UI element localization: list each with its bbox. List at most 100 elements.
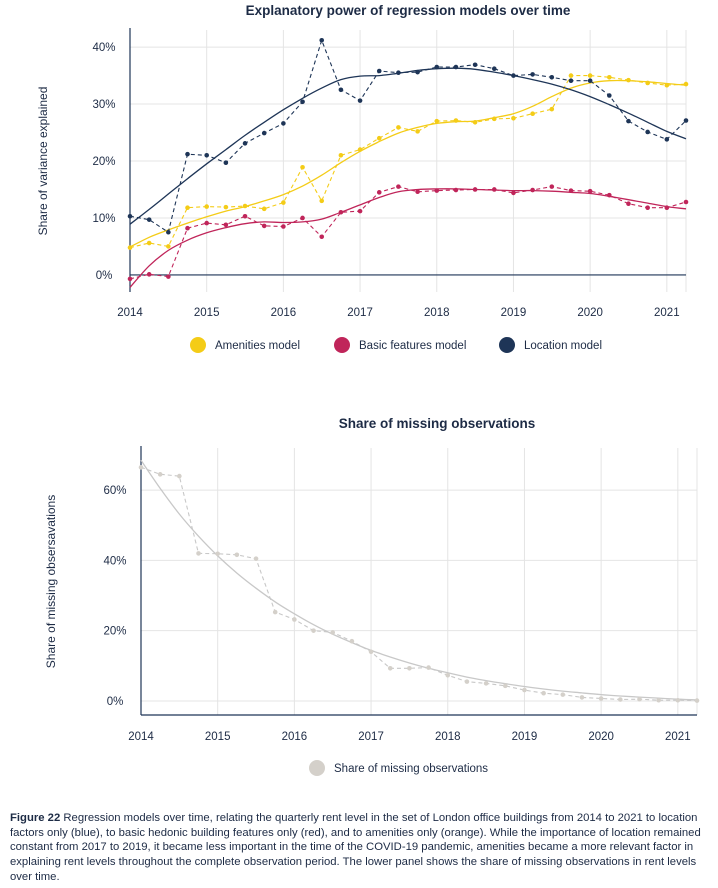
x-tick-label: 2016 bbox=[271, 307, 297, 319]
data-point bbox=[445, 673, 451, 678]
legend-label: Basic features model bbox=[359, 340, 466, 352]
data-point bbox=[157, 472, 163, 477]
data-point bbox=[166, 229, 171, 235]
data-point bbox=[166, 244, 171, 249]
legend-label: Share of missing observations bbox=[334, 763, 488, 775]
x-tick-label: 2020 bbox=[577, 307, 603, 319]
data-point bbox=[664, 137, 670, 142]
caption-text: Regression models over time, relating th… bbox=[10, 812, 701, 883]
data-point bbox=[177, 473, 182, 479]
data-point bbox=[549, 106, 555, 112]
data-point bbox=[338, 153, 344, 158]
y-gridlines bbox=[141, 489, 697, 702]
data-point bbox=[281, 224, 286, 229]
data-point bbox=[541, 690, 546, 696]
data-point bbox=[568, 73, 574, 78]
data-point bbox=[587, 73, 593, 78]
data-point bbox=[415, 189, 420, 195]
data-point bbox=[607, 192, 612, 198]
x-tick-label: 2015 bbox=[194, 307, 220, 319]
data-point bbox=[368, 649, 374, 655]
data-point bbox=[415, 69, 420, 75]
data-point bbox=[242, 141, 248, 146]
legend-label: Location model bbox=[524, 340, 602, 352]
data-point bbox=[491, 116, 497, 122]
data-line-dashed bbox=[129, 38, 687, 234]
data-point bbox=[675, 697, 681, 703]
data-point bbox=[146, 217, 152, 222]
x-tick-label: 2016 bbox=[282, 731, 308, 743]
data-point bbox=[549, 74, 555, 80]
data-point bbox=[530, 72, 535, 77]
data-point bbox=[127, 245, 133, 250]
x-tick-label: 2021 bbox=[654, 307, 680, 319]
data-point bbox=[434, 188, 440, 193]
data-point bbox=[204, 220, 209, 226]
trend-line bbox=[129, 188, 687, 288]
data-point bbox=[272, 609, 278, 615]
data-point bbox=[607, 93, 612, 98]
data-point bbox=[434, 118, 440, 124]
data-point bbox=[204, 153, 209, 158]
data-point bbox=[502, 683, 508, 689]
data-point bbox=[587, 78, 593, 83]
data-point bbox=[491, 187, 497, 192]
data-point bbox=[204, 204, 209, 209]
data-point bbox=[396, 184, 401, 189]
data-point bbox=[618, 697, 623, 702]
legend-marker bbox=[190, 337, 206, 353]
legend-marker bbox=[499, 337, 515, 353]
legend-marker bbox=[334, 337, 350, 353]
y-tick-label: 0% bbox=[107, 696, 124, 708]
data-point bbox=[300, 215, 305, 221]
data-point bbox=[311, 628, 316, 633]
x-tick-label: 2019 bbox=[501, 307, 527, 319]
x-tick-label: 2014 bbox=[128, 731, 154, 743]
data-point bbox=[215, 551, 220, 557]
data-line-dashed bbox=[129, 75, 687, 249]
x-tick-label: 2019 bbox=[512, 731, 538, 743]
data-point bbox=[434, 64, 440, 70]
y-tick-label: 40% bbox=[92, 42, 115, 54]
trend-line bbox=[140, 459, 698, 701]
data-point bbox=[376, 135, 382, 141]
data-point bbox=[626, 77, 631, 83]
data-point bbox=[426, 665, 431, 670]
data-point bbox=[127, 213, 133, 219]
data-point bbox=[568, 78, 574, 83]
data-point bbox=[185, 151, 190, 157]
x-tick-label: 2017 bbox=[358, 731, 384, 743]
data-point bbox=[472, 187, 478, 192]
data-point bbox=[645, 129, 650, 135]
y-tick-label: 20% bbox=[103, 626, 126, 638]
data-point bbox=[664, 82, 670, 88]
y-axis-label: Share of missing obsersavations bbox=[44, 495, 58, 668]
data-point bbox=[146, 272, 152, 277]
data-point bbox=[281, 200, 286, 205]
data-point bbox=[568, 188, 574, 193]
data-point bbox=[338, 87, 344, 93]
data-point bbox=[166, 274, 171, 279]
x-tick-label: 2014 bbox=[117, 307, 143, 319]
y-tick-label: 30% bbox=[92, 99, 115, 111]
data-point bbox=[330, 630, 336, 635]
y-tick-label: 60% bbox=[103, 485, 126, 497]
data-point bbox=[626, 118, 631, 124]
data-point bbox=[607, 74, 612, 80]
data-point bbox=[357, 98, 363, 103]
legend: Share of missing observations bbox=[309, 760, 488, 776]
caption-label: Figure 22 bbox=[10, 812, 61, 824]
x-gridlines bbox=[217, 448, 698, 715]
data-point bbox=[185, 225, 190, 231]
data-point bbox=[656, 697, 661, 703]
data-point bbox=[683, 199, 689, 205]
data-point bbox=[483, 681, 489, 686]
data-point bbox=[491, 66, 497, 72]
y-axis-label: Share of variance explained bbox=[36, 87, 50, 236]
data-point bbox=[472, 119, 478, 125]
data-point bbox=[453, 187, 459, 193]
data-point bbox=[522, 687, 527, 693]
data-point bbox=[223, 204, 229, 210]
